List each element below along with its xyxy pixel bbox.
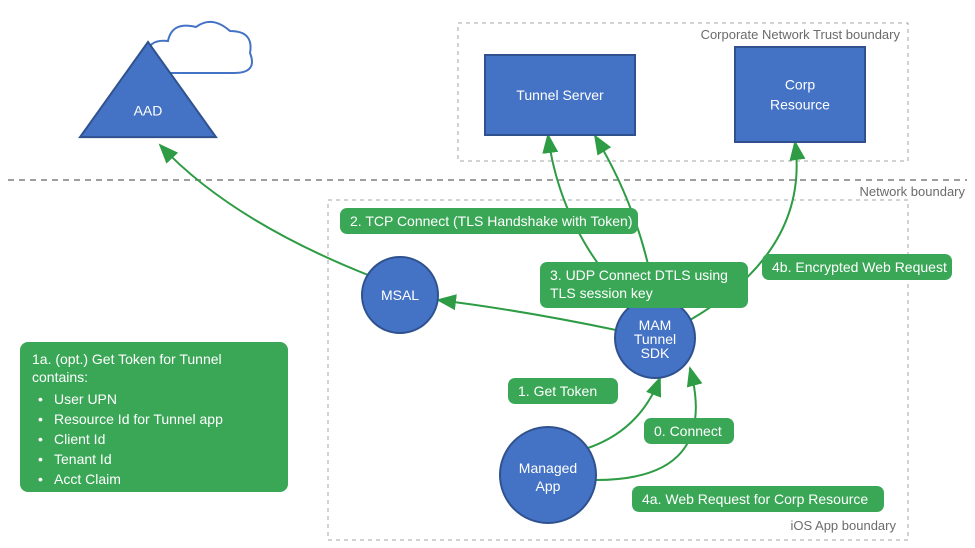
svg-text:Resource Id for Tunnel app: Resource Id for Tunnel app <box>54 411 223 427</box>
svg-text:TLS session key: TLS session key <box>550 285 653 301</box>
svg-text:App: App <box>536 478 561 494</box>
svg-text:Network boundary: Network boundary <box>860 184 966 199</box>
svg-text:contains:: contains: <box>32 369 88 385</box>
svg-text:Managed: Managed <box>519 460 577 476</box>
svg-text:•: • <box>38 431 43 447</box>
architecture-diagram: Corporate Network Trust boundary iOS App … <box>0 0 975 548</box>
svg-text:Tunnel Server: Tunnel Server <box>516 87 604 103</box>
svg-text:1. Get Token: 1. Get Token <box>518 383 597 399</box>
svg-text:•: • <box>38 451 43 467</box>
svg-text:Client Id: Client Id <box>54 431 105 447</box>
svg-text:1a. (opt.) Get Token for Tunne: 1a. (opt.) Get Token for Tunnel <box>32 351 222 367</box>
svg-text:•: • <box>38 411 43 427</box>
svg-text:Corporate Network Trust bounda: Corporate Network Trust boundary <box>701 27 901 42</box>
svg-text:iOS App boundary: iOS App boundary <box>790 518 896 533</box>
svg-text:•: • <box>38 471 43 487</box>
svg-text:SDK: SDK <box>641 345 670 361</box>
msal-to-aad-1a <box>160 145 368 275</box>
svg-text:User UPN: User UPN <box>54 391 117 407</box>
svg-text:4b. Encrypted Web Request: 4b. Encrypted Web Request <box>772 259 947 275</box>
svg-text:2. TCP Connect (TLS Handshake: 2. TCP Connect (TLS Handshake with Token… <box>350 213 632 229</box>
svg-text:AAD: AAD <box>134 102 163 118</box>
svg-text:Resource: Resource <box>770 97 830 113</box>
svg-text:MSAL: MSAL <box>381 287 419 303</box>
svg-text:4a. Web Request for Corp Resou: 4a. Web Request for Corp Resource <box>642 491 868 507</box>
svg-text:Tenant Id: Tenant Id <box>54 451 112 467</box>
svg-text:0. Connect: 0. Connect <box>654 423 722 439</box>
corp-resource-node <box>735 47 865 142</box>
svg-text:Corp: Corp <box>785 77 816 93</box>
svg-text:•: • <box>38 391 43 407</box>
svg-text:Acct Claim: Acct Claim <box>54 471 121 487</box>
svg-text:3. UDP Connect DTLS using: 3. UDP Connect DTLS using <box>550 267 728 283</box>
